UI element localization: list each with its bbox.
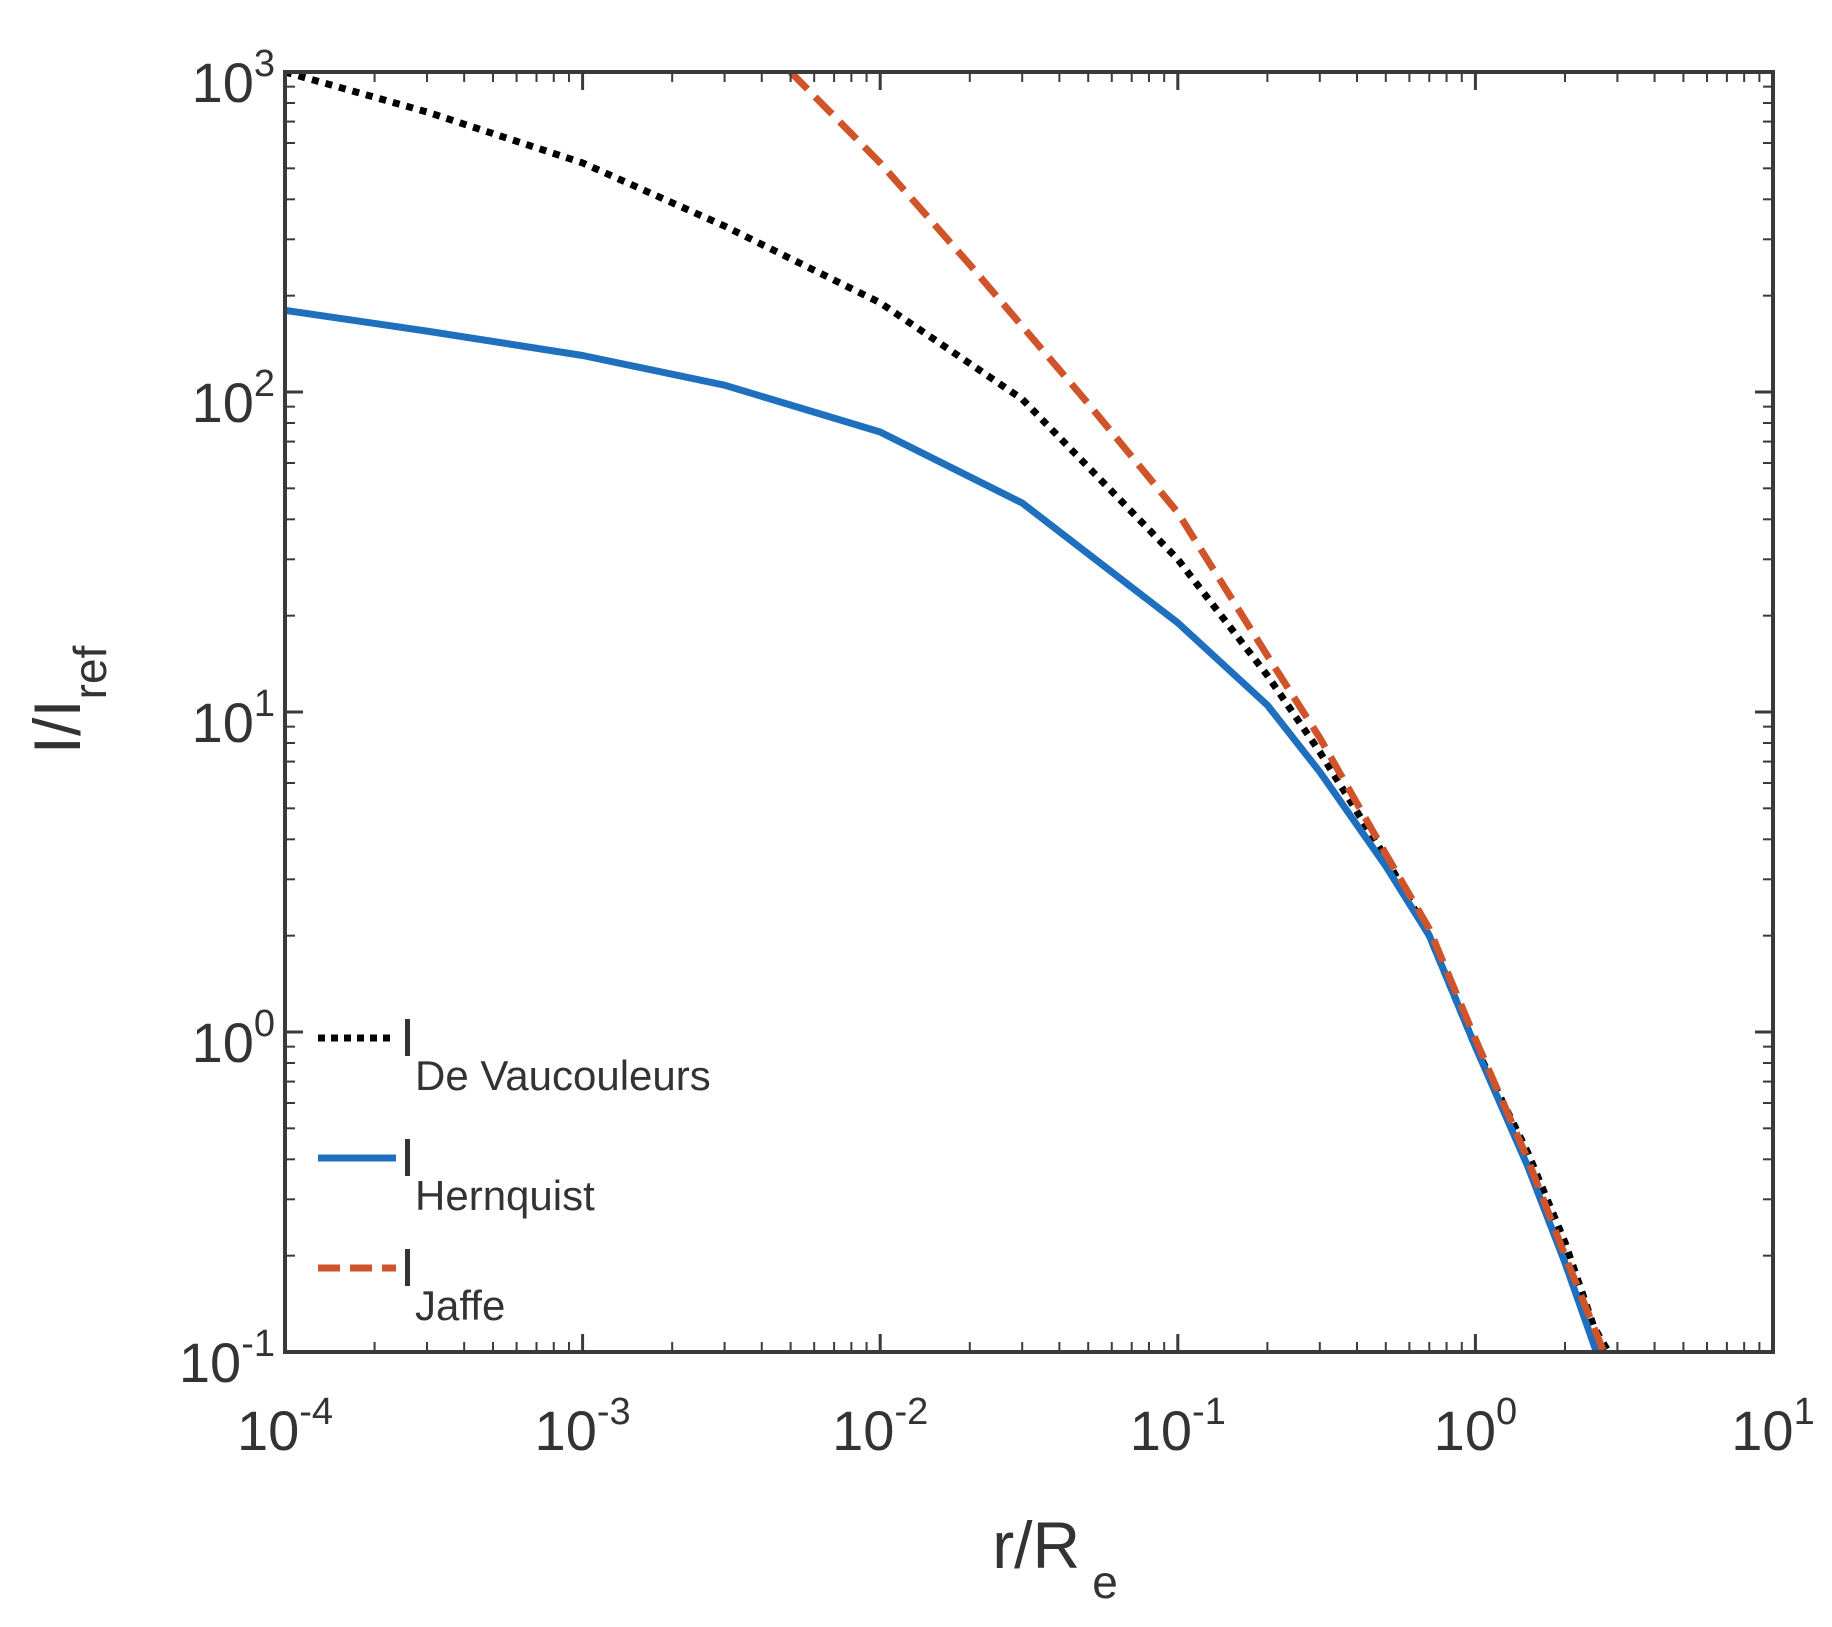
y-tick-label: 10-1	[179, 1323, 275, 1394]
y-axis-title: I/Iref	[20, 645, 116, 754]
x-axis-title: r/R e	[992, 1508, 1118, 1608]
y-tick-label: 101	[192, 683, 275, 754]
x-tick-label: 100	[1434, 1391, 1517, 1462]
x-tick-label: 10-2	[832, 1391, 928, 1462]
y-tick-label: 103	[192, 43, 275, 114]
y-tick-labels: 10-1 100 101 102 103	[179, 43, 275, 1394]
y-axis-title-sub: ref	[64, 645, 116, 699]
x-tick-label: 10-3	[535, 1391, 631, 1462]
y-tick-label: 102	[192, 363, 275, 434]
x-axis-title-main: r/R	[992, 1508, 1080, 1582]
plot-curves	[285, 72, 1612, 1352]
legend-entry-de-vaucouleurs: IDe Vaucouleurs	[318, 1008, 711, 1099]
legend-entry-jaffe: IJaffe	[318, 1238, 505, 1329]
legend-label-hernquist: IHernquist	[400, 1128, 595, 1219]
x-tick-label: 10-1	[1130, 1391, 1226, 1462]
x-axis-title-sub: e	[1092, 1556, 1118, 1608]
x-tick-labels: 10-4 10-3 10-2 10-1 100 101	[237, 1391, 1815, 1462]
y-tick-label: 100	[192, 1003, 275, 1074]
x-tick-label: 10-4	[237, 1391, 333, 1462]
legend-label-jaffe: IJaffe	[400, 1238, 505, 1329]
legend-entry-hernquist: IHernquist	[318, 1128, 595, 1219]
y-axis-title-main: I/I	[20, 699, 94, 754]
curve-hernquist	[285, 306, 1600, 1352]
plot-frame	[283, 70, 1775, 1354]
legend-label-de-vaucouleurs: IDe Vaucouleurs	[400, 1008, 711, 1099]
x-tick-label: 101	[1731, 1391, 1814, 1462]
legend: IDe Vaucouleurs IHernquist IJaffe	[318, 1008, 711, 1329]
curve-jaffe	[788, 72, 1608, 1352]
